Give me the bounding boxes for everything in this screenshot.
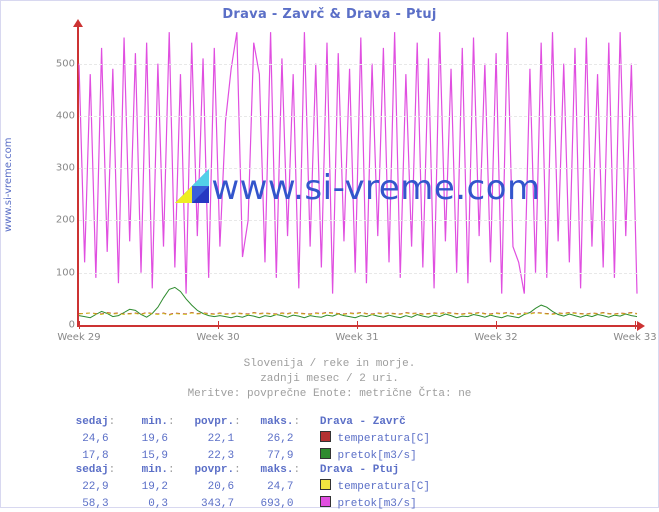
ytick-label: 500 <box>49 58 75 69</box>
series-Drava-Ptuj-pretok <box>79 32 637 293</box>
chart-lines <box>79 27 637 325</box>
legend-label: pretok[m3/s] <box>338 450 417 462</box>
ytick-label: 400 <box>49 110 75 121</box>
legend-swatch <box>320 448 331 459</box>
stats-block-zavrc: sedaj: min.: povpr.: maks.: Drava - Zavr… <box>69 415 430 464</box>
xtick-label: Week 31 <box>335 332 378 343</box>
xtick-mark <box>496 321 497 329</box>
subtitle-line-2: zadnji mesec / 2 uri. <box>1 372 658 387</box>
x-axis-arrow-icon <box>637 321 645 331</box>
xtick-label: Week 32 <box>474 332 517 343</box>
gridline <box>79 220 637 221</box>
gridline <box>79 116 637 117</box>
xtick-label: Week 29 <box>57 332 100 343</box>
stats-block-ptuj: sedaj: min.: povpr.: maks.: Drava - Ptuj… <box>69 463 430 512</box>
xtick-mark <box>635 321 636 329</box>
xtick-label: Week 33 <box>613 332 656 343</box>
ytick-label: 100 <box>49 267 75 278</box>
plot-area: www.si-vreme.com 0100200300400500Week 29… <box>77 27 637 327</box>
side-watermark: www.si-vreme.com <box>3 137 14 232</box>
xtick-mark <box>357 321 358 329</box>
gridline <box>79 168 637 169</box>
legend-swatch <box>320 496 331 507</box>
chart-area: www.si-vreme.com 0100200300400500Week 29… <box>45 27 641 345</box>
legend-swatch <box>320 431 331 442</box>
xtick-mark <box>218 321 219 329</box>
chart-container: Drava - Zavrč & Drava - Ptuj www.si-vrem… <box>0 0 659 508</box>
subtitle-line-1: Slovenija / reke in morje. <box>1 357 658 372</box>
chart-title: Drava - Zavrč & Drava - Ptuj <box>1 1 658 22</box>
ytick-label: 0 <box>49 320 75 331</box>
gridline <box>79 273 637 274</box>
y-axis-arrow-icon <box>73 19 83 27</box>
legend-swatch <box>320 479 331 490</box>
series-Drava-Ptuj-temperatura <box>79 313 637 315</box>
legend-label: temperatura[C] <box>338 481 430 493</box>
subtitle-line-3: Meritve: povprečne Enote: metrične Črta:… <box>1 387 658 402</box>
xtick-label: Week 30 <box>196 332 239 343</box>
legend-label: temperatura[C] <box>338 433 430 445</box>
ytick-label: 300 <box>49 163 75 174</box>
chart-subtitle: Slovenija / reke in morje. zadnji mesec … <box>1 357 658 402</box>
xtick-mark <box>79 321 80 329</box>
gridline <box>79 64 637 65</box>
ytick-label: 200 <box>49 215 75 226</box>
